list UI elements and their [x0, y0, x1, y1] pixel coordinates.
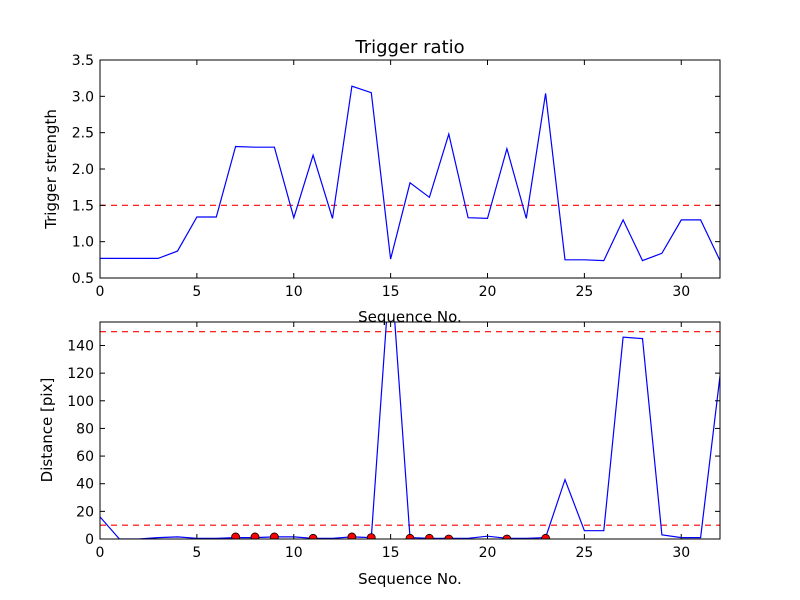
y-tick-label: 100	[67, 394, 94, 410]
x-tick-label: 10	[285, 284, 303, 300]
y-tick-label: 60	[76, 449, 94, 465]
series-line	[100, 322, 720, 539]
x-tick-label: 20	[479, 284, 497, 300]
y-tick-label: 2.5	[72, 126, 94, 142]
x-tick-label: 15	[382, 284, 400, 300]
y-axis-label: Distance [pix]	[38, 378, 56, 483]
trigger-marker	[444, 534, 454, 539]
x-tick-label: 10	[285, 545, 303, 561]
plot-area	[100, 322, 720, 539]
trigger-marker	[231, 532, 241, 539]
y-tick-label: 2.0	[72, 162, 94, 178]
y-tick-label: 3.5	[72, 53, 94, 69]
trigger-marker	[541, 533, 551, 539]
axis-ticks: 0 5 10 15 20 25 30 0.5 1.0 1.5 2.0 2.5 3.0 3.5	[72, 53, 720, 300]
trigger-marker	[502, 534, 512, 539]
chart-title: Trigger ratio	[354, 37, 464, 58]
trigger-marker	[405, 533, 415, 539]
y-tick-label: 120	[67, 366, 94, 382]
y-tick-label: 0.5	[72, 271, 94, 287]
trigger-ratio-panel: Trigger ratio 0 5 10 15 20 25 30 0.5 1.0 1.5 2.0 2.…	[42, 37, 721, 326]
trigger-marker	[250, 532, 260, 539]
distance-panel: 0 5 10 15 20 25 30 0 20 40 60 80 100 120 140 Sequence …	[38, 321, 721, 588]
x-axis-label: Sequence No.	[358, 308, 462, 326]
series-line	[100, 85, 720, 262]
y-tick-label: 1.5	[72, 198, 94, 214]
axes-frame	[99, 59, 721, 279]
y-tick-label: 1.0	[72, 235, 94, 251]
y-axis-label: Trigger strength	[42, 109, 60, 230]
y-tick-label: 140	[67, 338, 94, 354]
y-tick-label: 40	[76, 477, 94, 493]
y-tick-label: 80	[76, 421, 94, 437]
y-tick-label: 3.0	[72, 89, 94, 105]
trigger-marker	[269, 532, 279, 539]
x-tick-label: 20	[479, 545, 497, 561]
trigger-marker	[366, 533, 376, 539]
x-axis-label: Sequence No.	[358, 570, 462, 588]
trigger-marker	[424, 533, 434, 539]
y-tick-label: 20	[76, 504, 94, 520]
x-tick-label: 15	[382, 545, 400, 561]
x-tick-label: 0	[96, 284, 105, 300]
plot-area	[100, 85, 720, 262]
trigger-marker	[308, 533, 318, 539]
x-tick-label: 5	[192, 545, 201, 561]
y-tick-label: 0	[85, 532, 94, 548]
axis-ticks: 0 5 10 15 20 25 30 0 20 40 60 80 100 120 140	[67, 322, 720, 561]
x-tick-label: 25	[575, 284, 593, 300]
axes-frame	[99, 321, 721, 540]
x-tick-label: 30	[672, 284, 690, 300]
x-tick-label: 5	[192, 284, 201, 300]
x-tick-label: 30	[672, 545, 690, 561]
x-tick-label: 25	[575, 545, 593, 561]
trigger-marker	[347, 532, 357, 539]
x-tick-label: 0	[96, 545, 105, 561]
